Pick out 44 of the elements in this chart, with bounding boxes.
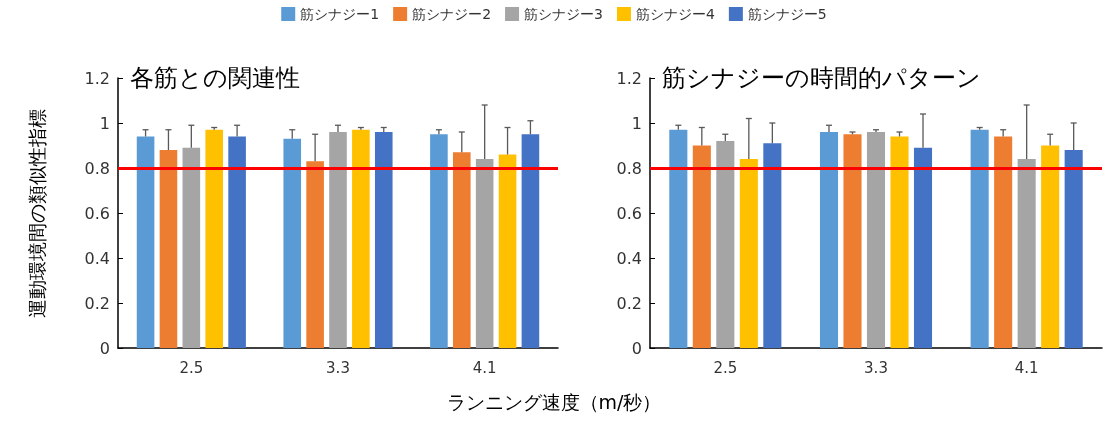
y-tick-label: 1.2 — [616, 68, 642, 88]
bar — [159, 150, 178, 348]
legend-label: 筋シナジー3 — [524, 6, 603, 22]
bar — [374, 132, 393, 348]
bar — [329, 132, 347, 348]
bar — [430, 134, 448, 348]
y-tick-label: 0.8 — [616, 158, 642, 178]
bar — [182, 147, 201, 348]
legend-label: 筋シナジー2 — [412, 6, 492, 22]
y-tick-label: 0.2 — [616, 293, 642, 313]
y-tick-label: 0.8 — [84, 158, 110, 178]
y-tick-label: 1 — [99, 113, 110, 133]
legend-label: 筋シナジー1 — [300, 6, 380, 22]
bar — [136, 136, 155, 348]
y-tick-label: 0.2 — [84, 293, 110, 313]
legend-label: 筋シナジー4 — [635, 6, 715, 22]
bar — [475, 159, 494, 348]
bar — [498, 154, 517, 348]
y-tick-label: 0.6 — [616, 203, 642, 223]
y-tick-label: 1.2 — [84, 68, 110, 88]
bar — [521, 134, 540, 348]
y-tick-label: 1 — [631, 113, 642, 133]
legend-label: 筋シナジー5 — [747, 6, 827, 22]
x-tick-label: 4.1 — [472, 358, 497, 377]
x-axis-title: ランニング速度（m/秒） — [446, 390, 662, 413]
x-tick-label: 3.3 — [326, 358, 350, 377]
x-tick-label: 2.5 — [713, 358, 738, 377]
x-tick-label: 4.1 — [1014, 358, 1039, 377]
bar — [452, 152, 471, 348]
bar — [352, 129, 370, 348]
bar — [205, 129, 224, 348]
x-tick-label: 2.5 — [179, 358, 204, 377]
y-tick-label: 0.6 — [84, 203, 110, 223]
y-axis-title: 運動環境間の類似性指標 — [25, 108, 48, 318]
x-tick-label: 3.3 — [864, 358, 888, 377]
chart-title: 各筋との関連性 — [130, 64, 300, 92]
bar — [306, 161, 324, 348]
y-tick-label: 0.4 — [84, 248, 110, 268]
y-tick-label: 0 — [631, 338, 642, 358]
bar — [228, 136, 246, 348]
y-tick-label: 0 — [99, 338, 110, 358]
bar — [283, 138, 302, 348]
chart-title: 筋シナジーの時間的パターン — [662, 64, 981, 92]
y-tick-label: 0.4 — [616, 248, 642, 268]
